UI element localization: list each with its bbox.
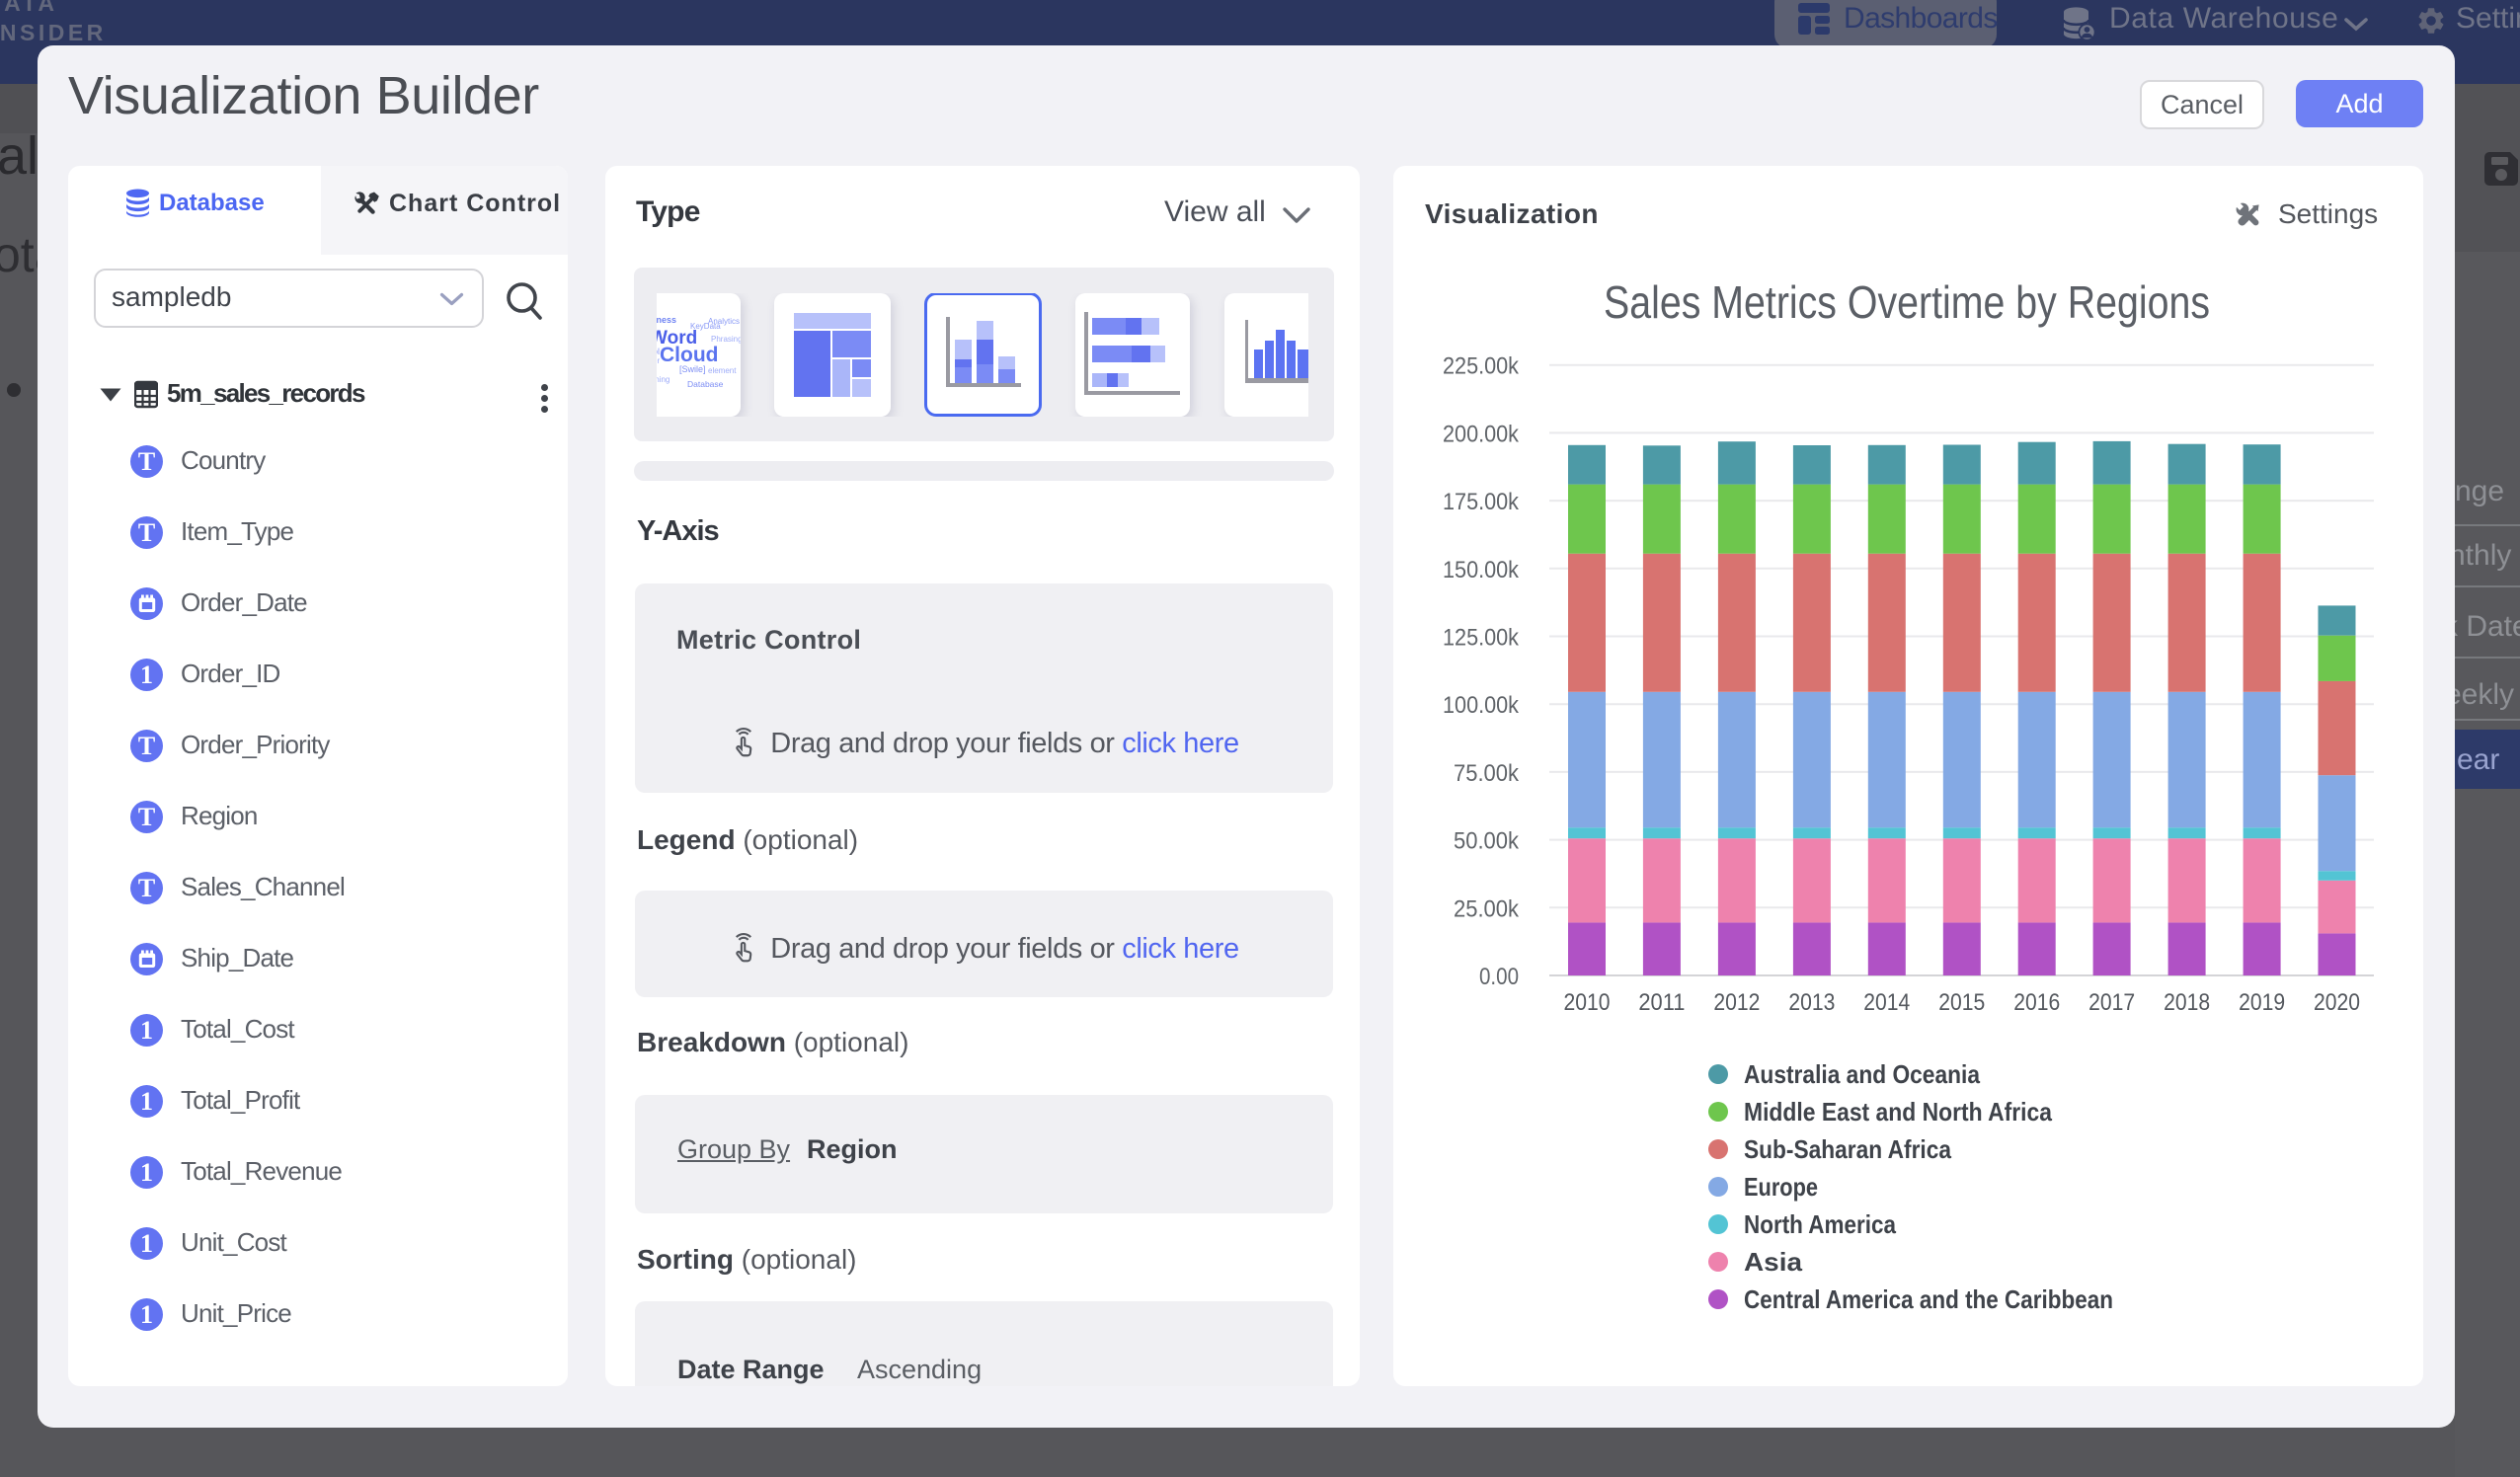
svg-text:Settings: Settings (2278, 198, 2378, 229)
svg-text:2014: 2014 (1863, 989, 1910, 1016)
svg-text:Asia: Asia (1744, 1247, 1803, 1277)
svg-text:125.00k: 125.00k (1443, 625, 1520, 652)
svg-text:75.00k: 75.00k (1454, 760, 1520, 787)
svg-text:25.00k: 25.00k (1454, 895, 1520, 922)
svg-text:150.00k: 150.00k (1443, 557, 1520, 583)
svg-text:2019: 2019 (2239, 989, 2285, 1016)
svg-text:2018: 2018 (2164, 989, 2210, 1016)
svg-text:2017: 2017 (2088, 989, 2135, 1016)
svg-text:2016: 2016 (2013, 989, 2060, 1016)
svg-text:Central America and the Caribb: Central America and the Caribbean (1744, 1284, 2113, 1314)
svg-text:2015: 2015 (1938, 989, 1985, 1016)
svg-text:0.00: 0.00 (1479, 964, 1519, 990)
svg-text:2011: 2011 (1638, 989, 1685, 1016)
svg-text:2012: 2012 (1713, 989, 1760, 1016)
svg-text:175.00k: 175.00k (1443, 489, 1520, 515)
svg-text:Sub-Saharan Africa: Sub-Saharan Africa (1744, 1134, 1951, 1164)
svg-text:Australia and Oceania: Australia and Oceania (1744, 1059, 1980, 1089)
svg-text:Visualization: Visualization (1425, 198, 1599, 229)
svg-text:2020: 2020 (2314, 989, 2360, 1016)
svg-text:200.00k: 200.00k (1443, 421, 1520, 447)
svg-text:Sales Metrics Overtime by Regi: Sales Metrics Overtime by Regions (1604, 276, 2210, 328)
svg-text:2010: 2010 (1564, 989, 1611, 1016)
svg-text:North America: North America (1744, 1209, 1896, 1239)
svg-text:Middle East and North Africa: Middle East and North Africa (1744, 1097, 2052, 1127)
svg-text:225.00k: 225.00k (1443, 353, 1520, 380)
svg-text:Europe: Europe (1744, 1172, 1818, 1202)
svg-text:2013: 2013 (1788, 989, 1835, 1016)
svg-text:100.00k: 100.00k (1443, 692, 1520, 719)
svg-text:50.00k: 50.00k (1454, 828, 1520, 855)
